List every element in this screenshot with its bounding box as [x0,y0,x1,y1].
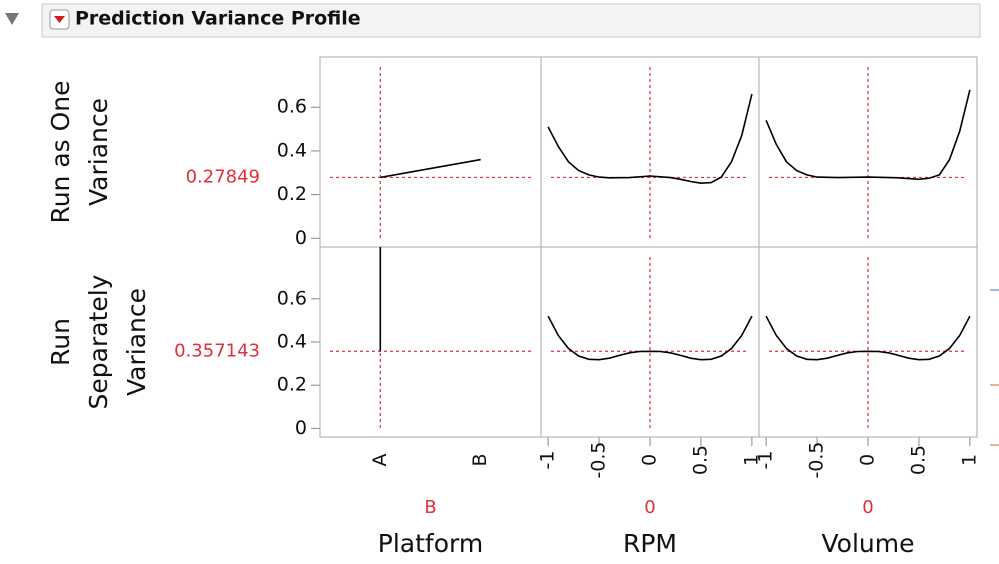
factor-label: Platform [378,529,483,558]
response-label: Variance [122,288,151,396]
x-tick-label: -0.5 [806,441,828,478]
panel-frame [319,56,542,248]
response-label: Separately [84,274,113,409]
x-tick-label: 0 [639,454,661,466]
profiler-grid: Run as One Variance 0.27849 0 0.2 0.4 0.6 Run Se… [46,56,980,558]
x-tick-label: 0.5 [689,445,711,475]
response-current-value: 0.27849 [186,166,260,187]
x-tick-label: -0.5 [588,441,610,478]
factor-label: Volume [822,529,915,558]
factor-label: RPM [623,529,677,558]
variance-curve [547,315,753,361]
panel-frame [758,246,978,438]
response-current-value: 0.357143 [174,340,260,361]
x-tick-label: -1 [755,451,777,470]
x-tick-label: 0 [857,454,879,466]
x-tick-label: 0.5 [907,445,929,475]
y-tick-label: 0.4 [277,331,307,353]
x-tick-label: -1 [537,451,559,470]
panel-frame [319,246,542,438]
response-label: Variance [84,98,113,206]
variance-curve [547,93,753,185]
variance-curve [380,158,481,179]
y-tick-label: 0 [295,227,307,249]
factor-current-value: B [424,497,436,518]
factor-current-value: 0 [644,497,655,518]
outline-title: Prediction Variance Profile [75,8,361,30]
y-tick-label: 0.6 [277,96,307,118]
x-tick-label: 1 [740,454,762,466]
response-label: Run as One [46,80,75,223]
y-tick-label: 0.2 [277,374,307,396]
y-tick-label: 0.4 [277,139,307,161]
factor-current-value: 0 [862,497,873,518]
x-tick-label: A [369,454,391,467]
y-tick-label: 0.2 [277,183,307,205]
outline-header [41,3,981,38]
y-tick-label: 0 [295,417,307,439]
y-tick-label: 0.6 [277,287,307,309]
x-tick-label: B [469,453,491,466]
collapse-triangle[interactable] [5,13,19,25]
variance-curve [765,89,971,181]
x-tick-label: 1 [958,454,980,466]
response-label: Run [46,318,75,366]
variance-curve [765,315,971,361]
red-triangle [54,16,65,23]
